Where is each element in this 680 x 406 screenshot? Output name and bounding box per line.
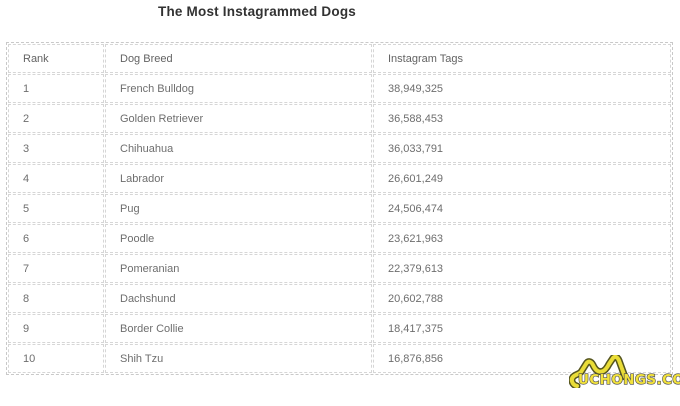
- rank-cell: 8: [8, 284, 104, 313]
- column-header-rank: Rank: [8, 44, 104, 73]
- page-title: The Most Instagrammed Dogs: [158, 4, 356, 19]
- table-row: 1 French Bulldog 38,949,325: [8, 74, 671, 103]
- rank-cell: 10: [8, 344, 104, 373]
- table-row: 8 Dachshund 20,602,788: [8, 284, 671, 313]
- table-row: 7 Pomeranian 22,379,613: [8, 254, 671, 283]
- column-header-tags: Instagram Tags: [373, 44, 671, 73]
- breed-cell: Shih Tzu: [105, 344, 372, 373]
- table-row: 3 Chihuahua 36,033,791: [8, 134, 671, 163]
- rank-cell: 9: [8, 314, 104, 343]
- breed-cell: Labrador: [105, 164, 372, 193]
- table-row: 2 Golden Retriever 36,588,453: [8, 104, 671, 133]
- table-row: 5 Pug 24,506,474: [8, 194, 671, 223]
- breed-cell: Chihuahua: [105, 134, 372, 163]
- rank-cell: 6: [8, 224, 104, 253]
- breed-cell: Pug: [105, 194, 372, 223]
- table-row: 6 Poodle 23,621,963: [8, 224, 671, 253]
- breed-cell: Poodle: [105, 224, 372, 253]
- tags-cell: 36,588,453: [373, 104, 671, 133]
- tags-cell: 16,876,856: [373, 344, 671, 373]
- rank-cell: 7: [8, 254, 104, 283]
- rank-cell: 2: [8, 104, 104, 133]
- table-row: 10 Shih Tzu 16,876,856: [8, 344, 671, 373]
- breed-cell: Border Collie: [105, 314, 372, 343]
- table-row: 9 Border Collie 18,417,375: [8, 314, 671, 343]
- instagrammed-dogs-table: Rank Dog Breed Instagram Tags 1 French B…: [6, 42, 673, 375]
- tags-cell: 20,602,788: [373, 284, 671, 313]
- breed-cell: Dachshund: [105, 284, 372, 313]
- rank-cell: 4: [8, 164, 104, 193]
- tags-cell: 24,506,474: [373, 194, 671, 223]
- breed-cell: Golden Retriever: [105, 104, 372, 133]
- breed-cell: Pomeranian: [105, 254, 372, 283]
- tags-cell: 38,949,325: [373, 74, 671, 103]
- tags-cell: 18,417,375: [373, 314, 671, 343]
- rank-cell: 3: [8, 134, 104, 163]
- column-header-breed: Dog Breed: [105, 44, 372, 73]
- tags-cell: 36,033,791: [373, 134, 671, 163]
- table-row: 4 Labrador 26,601,249: [8, 164, 671, 193]
- breed-cell: French Bulldog: [105, 74, 372, 103]
- rank-cell: 1: [8, 74, 104, 103]
- watermark-text: UCHONGS.COM: [577, 371, 680, 388]
- watermark: UCHONGS.COM: [565, 354, 680, 406]
- rank-cell: 5: [8, 194, 104, 223]
- table-header-row: Rank Dog Breed Instagram Tags: [8, 44, 671, 73]
- dog-ears-outline-icon: [569, 355, 629, 388]
- tags-cell: 26,601,249: [373, 164, 671, 193]
- tags-cell: 22,379,613: [373, 254, 671, 283]
- tags-cell: 23,621,963: [373, 224, 671, 253]
